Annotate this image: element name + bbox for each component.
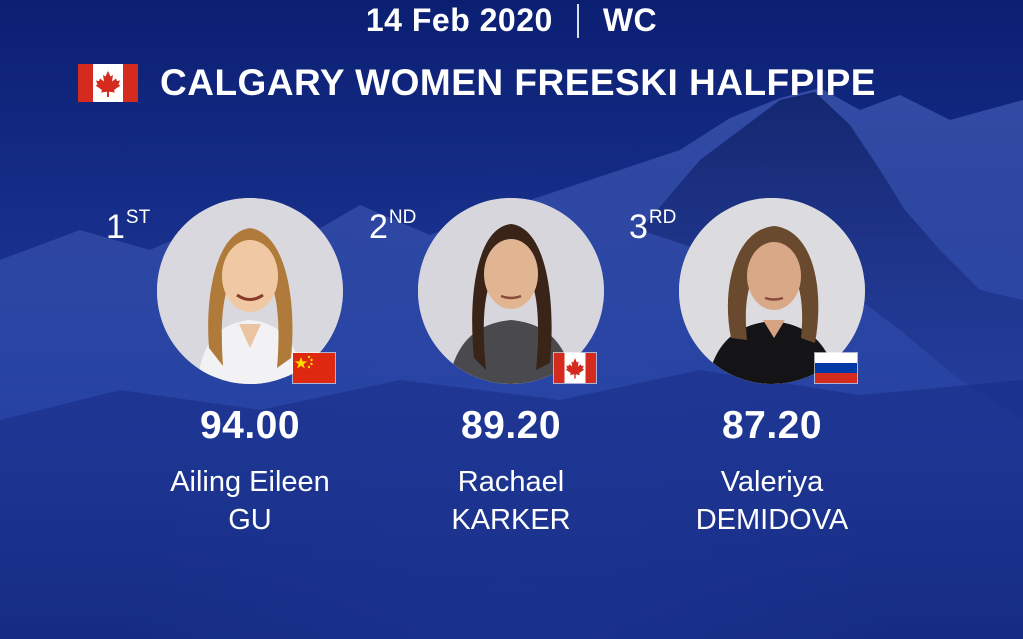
podium-first: 1ST 94.00 Ailing Eileen GU [106, 198, 380, 558]
event-date: 14 Feb 2020 [365, 2, 553, 38]
china-flag-icon [293, 353, 335, 383]
rank-label: 1ST [106, 207, 151, 246]
event-level: WC [602, 2, 658, 38]
athlete-avatar-icon [418, 198, 604, 384]
athlete-last-name: KARKER [451, 504, 571, 536]
event-meta: 14 Feb 2020 WC [0, 2, 1023, 39]
athlete-score: 87.20 [721, 404, 823, 447]
athlete-last-name: DEMIDOVA [695, 504, 849, 536]
podium-third: 3RD 87.20 Valeriya DEMIDOVA [629, 198, 902, 558]
header-divider [576, 3, 579, 38]
russia-flag-icon [815, 353, 857, 383]
athlete-photo [418, 198, 604, 384]
athlete-first-name: Rachael [457, 466, 565, 498]
athlete-score: 89.20 [460, 404, 562, 447]
rank-label: 2ND [369, 207, 417, 246]
athlete-first-name: Valeriya [720, 466, 824, 498]
athlete-first-name: Ailing Eileen [170, 466, 330, 498]
podium-second: 2ND 89.20 Rachael KARKER [369, 198, 641, 558]
athlete-last-name: GU [228, 504, 272, 536]
event-title-row: CALGARY WOMEN FREESKI HALFPIPE [78, 62, 876, 104]
canada-flag-icon [554, 353, 596, 383]
canada-flag-icon [78, 64, 138, 102]
event-title: CALGARY WOMEN FREESKI HALFPIPE [160, 62, 876, 103]
athlete-score: 94.00 [199, 404, 301, 447]
rank-label: 3RD [629, 207, 677, 246]
